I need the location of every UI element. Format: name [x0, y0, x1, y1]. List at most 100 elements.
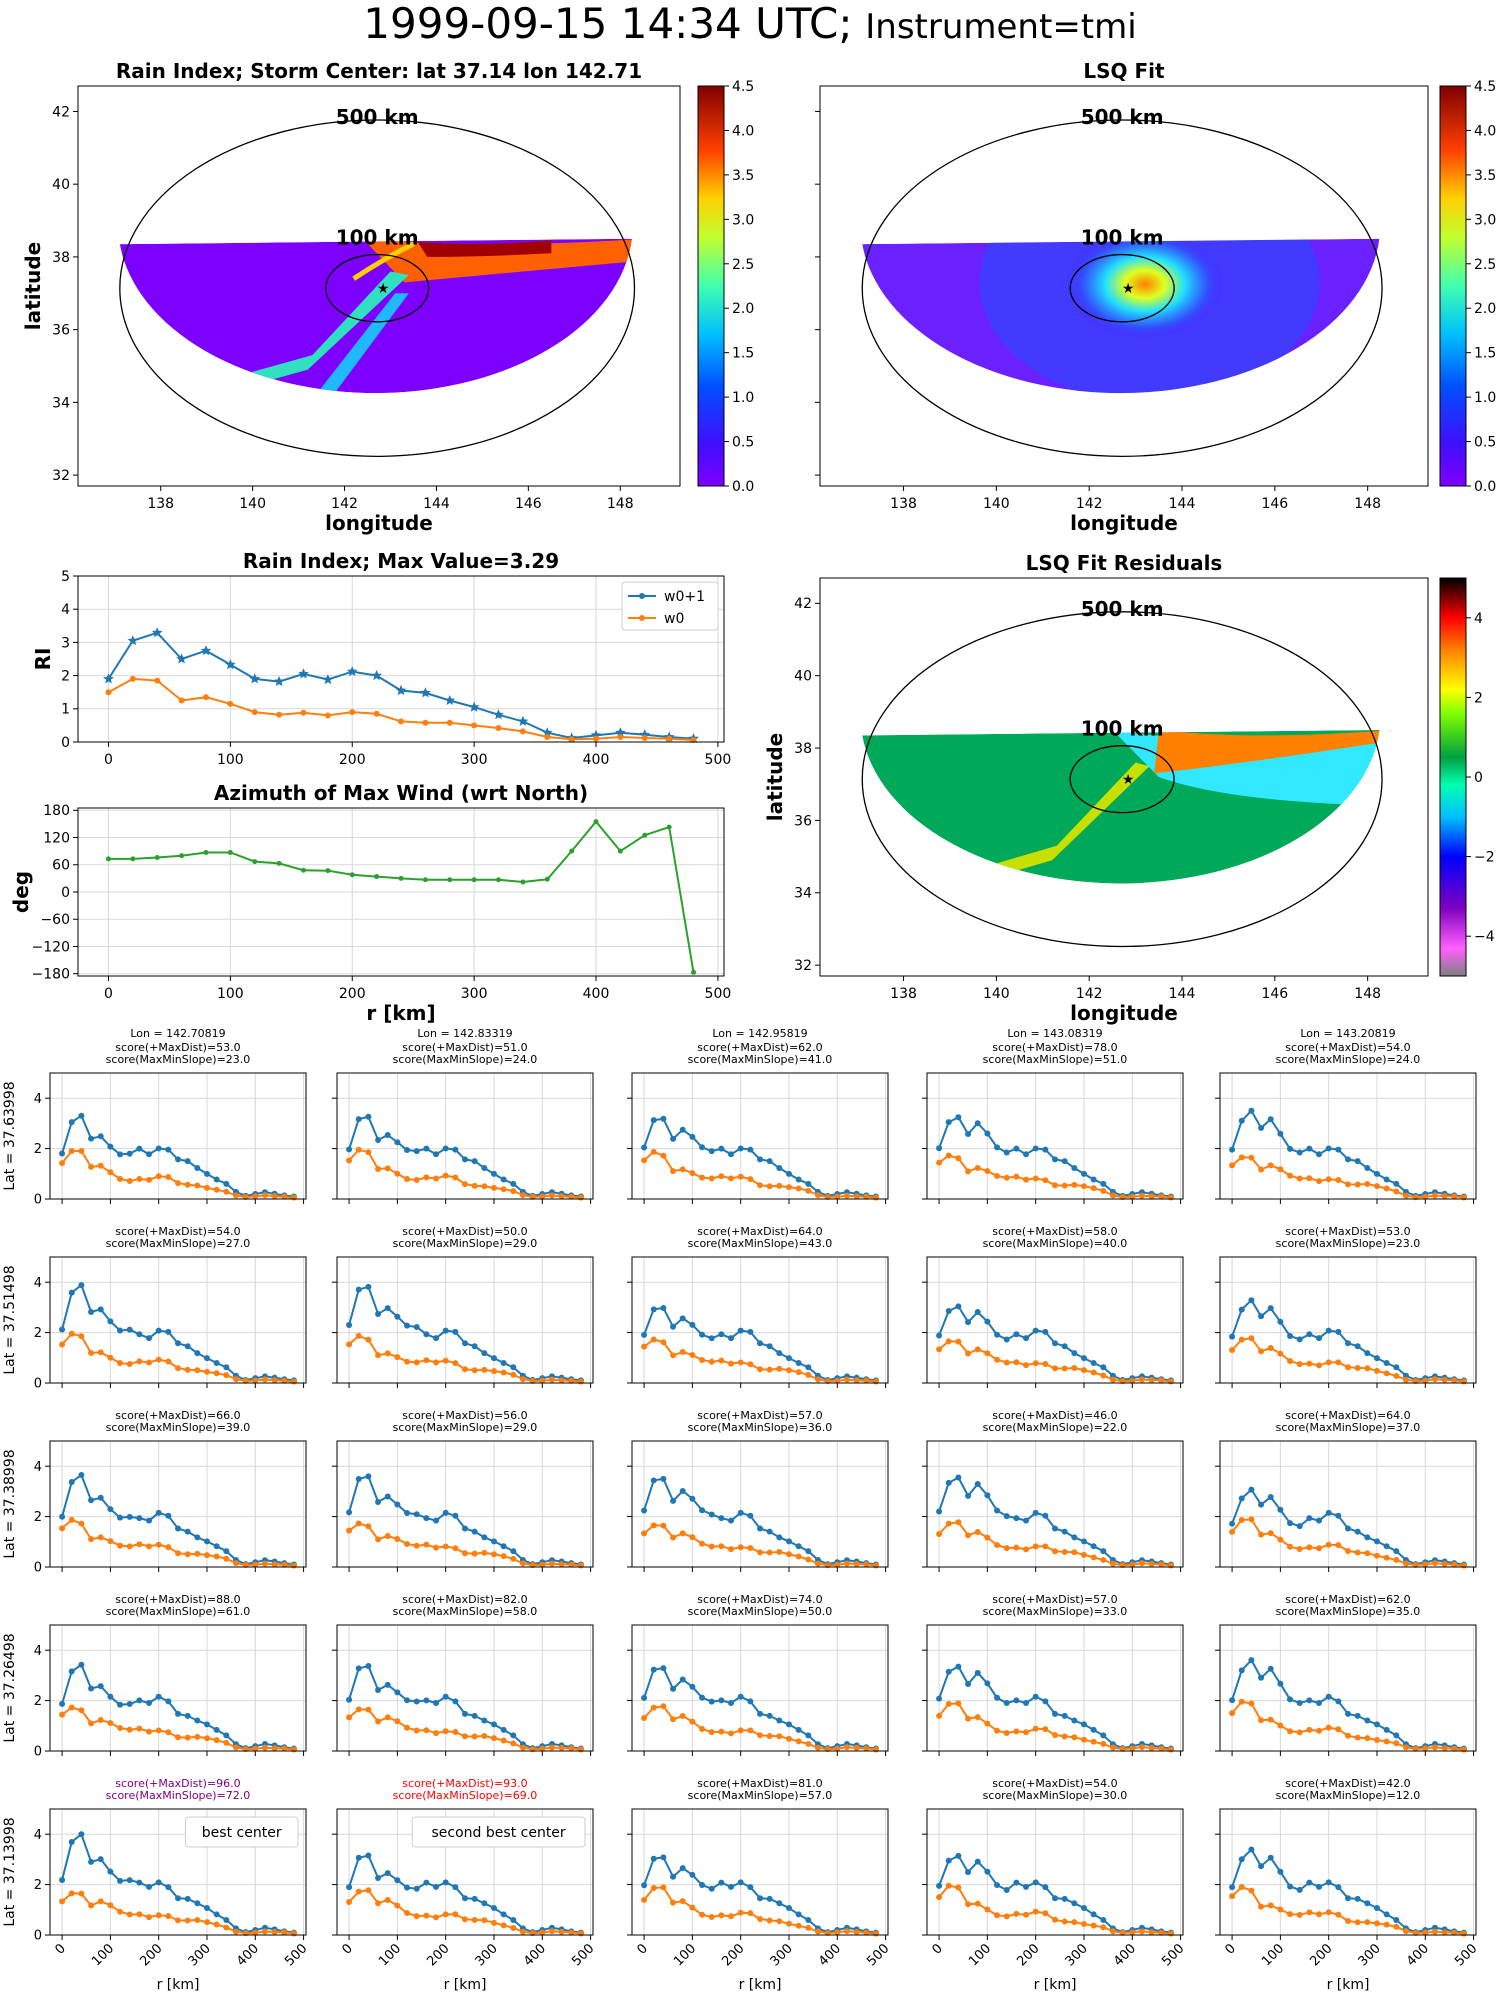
series-w0-point [544, 734, 551, 741]
series-w0plus1-point [136, 1697, 143, 1704]
series-w0-point [1148, 1193, 1155, 1200]
series-w0-point [945, 1520, 952, 1527]
series-w0-point [175, 1365, 181, 1372]
series-w0-point [126, 1726, 133, 1733]
panel-lon-label: Lon = 142.95819 [712, 1027, 807, 1040]
series-w0plus1-point [127, 635, 139, 646]
series-w0-point [433, 1544, 440, 1551]
series-w0-point [795, 1922, 802, 1929]
series-w0-point [641, 1157, 648, 1164]
series-w0plus1-point [1373, 1355, 1380, 1362]
series-w0-point [117, 1908, 124, 1915]
y-tick-label: 0 [34, 1377, 42, 1392]
series-w0plus1-point [346, 1322, 353, 1329]
series-w0plus1-point [78, 1471, 85, 1478]
series-w0plus1-point [510, 1732, 517, 1739]
series-w0plus1-point [136, 1331, 143, 1338]
series-w0-point [1080, 1183, 1087, 1190]
series-w0-point [1287, 1543, 1294, 1550]
series-w0-point [1316, 1545, 1323, 1552]
swath-layer [119, 238, 632, 394]
series-w0-point [843, 1376, 850, 1383]
y-tick-label: 42 [794, 596, 812, 612]
y-tick-label: 60 [52, 858, 70, 874]
series-w0plus1-point [452, 1146, 459, 1153]
series-w0plus1-point [994, 1144, 1001, 1151]
series-w0-point [355, 1332, 362, 1339]
series-w0plus1-point [1023, 1699, 1030, 1706]
series-w0-point [462, 1733, 468, 1740]
series-w0plus1-point [1383, 1176, 1390, 1183]
series-azimuth-point [691, 969, 697, 975]
series-w0plus1-point [1042, 1328, 1049, 1335]
colorbar-tick-label: 1.5 [1474, 346, 1496, 362]
series-w0-point [373, 710, 380, 717]
series-w0plus1-point [1335, 1884, 1342, 1891]
series-w0-point [728, 1730, 735, 1737]
series-w0-point [252, 1561, 259, 1568]
series-w0plus1-point [1229, 1884, 1236, 1891]
series-w0-point [650, 1884, 657, 1891]
series-w0plus1-point [223, 1364, 230, 1371]
series-w0-point [462, 1181, 468, 1188]
series-w0-point [261, 1560, 268, 1567]
series-w0-point [1090, 1554, 1097, 1561]
series-w0-point [375, 1352, 382, 1359]
series-w0-point [747, 1361, 754, 1368]
series-w0plus1-point [423, 1697, 430, 1704]
series-w0plus1-point [371, 670, 382, 681]
series-w0-point [568, 1377, 575, 1384]
colorbar-tick-label: 1.0 [1474, 390, 1496, 406]
series-w0-point [413, 1542, 420, 1549]
series-w0-point [558, 1377, 565, 1384]
series-w0-point [413, 1359, 420, 1366]
rain-band-eyewall [352, 241, 415, 281]
colorbar-tick-label: 4 [1474, 611, 1483, 627]
series-w0-point [539, 1929, 546, 1936]
series-w0plus1-point [1023, 1151, 1030, 1158]
series-w0-point [107, 1719, 114, 1726]
series-w0plus1-point [1071, 1717, 1078, 1724]
y-tick-label: 4 [34, 1276, 42, 1291]
series-w0-point [863, 1929, 870, 1936]
series-w0plus1-point [481, 1900, 488, 1907]
series-w0plus1-point [936, 1695, 943, 1702]
axes-frame [49, 1256, 307, 1384]
series-w0plus1-point [805, 1732, 812, 1739]
series-w0plus1-point [136, 1145, 143, 1152]
series-w0-point [558, 1193, 565, 1200]
y-tick-label: 3 [61, 635, 70, 651]
series-w0-point [97, 1716, 104, 1723]
series-w0-point [1393, 1556, 1400, 1563]
series-w0plus1-point [471, 1712, 478, 1719]
series-w0-point [1451, 1745, 1458, 1752]
series-w0-point [446, 719, 453, 726]
ring-100km [1069, 253, 1175, 323]
series-w0-point [433, 1359, 440, 1366]
figure-title-date: 1999-09-15 14:34 UTC; [363, 0, 853, 48]
score-maxdist: score(+MaxDist)=81.0 [697, 1777, 822, 1790]
series-w0-point [471, 1550, 478, 1557]
series-w0-point [136, 1725, 143, 1732]
series-w0-point [394, 1535, 401, 1542]
series-w0-point [1042, 1177, 1049, 1184]
series-w0-point [568, 1745, 575, 1752]
x-tick-label: 200 [719, 1941, 747, 1969]
series-w0-point [814, 1376, 821, 1383]
series-w0plus1-point [365, 1283, 372, 1290]
series-w0-point [1032, 1175, 1039, 1182]
series-w0plus1-point [184, 1528, 191, 1535]
series-w0-point [1071, 1734, 1078, 1741]
axes-frame [49, 1808, 307, 1936]
series-w0-point [718, 1728, 725, 1735]
series-w0-point [1080, 1736, 1087, 1743]
x-tick-label: 300 [473, 1941, 501, 1969]
series-w0-point [271, 1193, 278, 1200]
x-tick-label: 140 [983, 496, 1010, 512]
panel-title: Rain Index; Storm Center: lat 37.14 lon … [116, 59, 642, 83]
x-tick-label: 500 [864, 1941, 892, 1969]
series-w0plus1-point [97, 1306, 104, 1313]
series-w0-point [757, 1549, 763, 1556]
series-w0-point [490, 1368, 497, 1375]
